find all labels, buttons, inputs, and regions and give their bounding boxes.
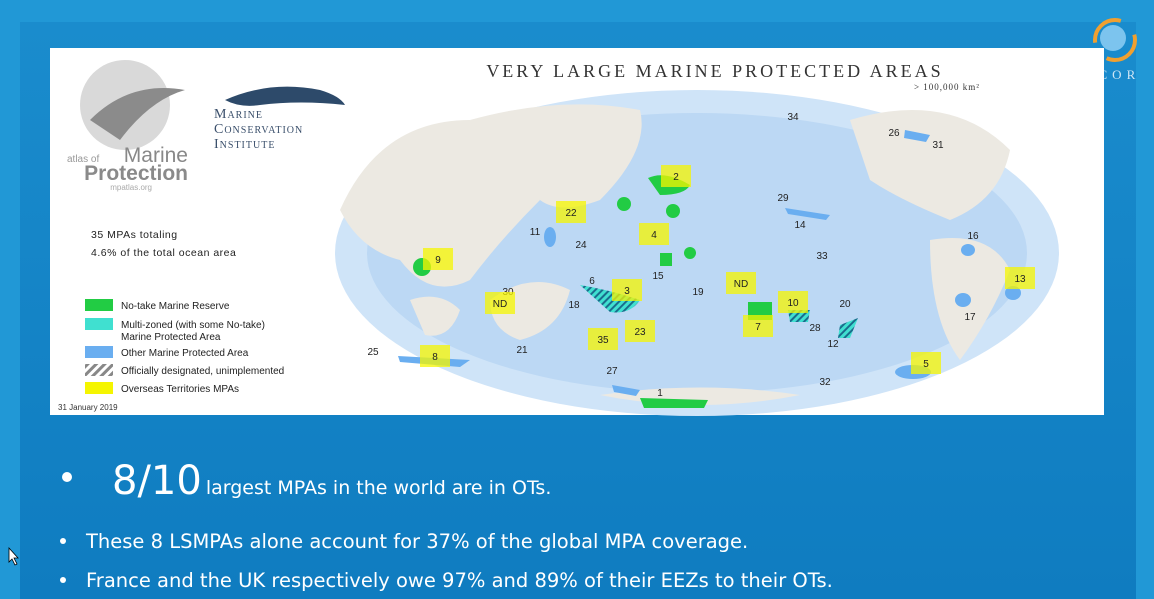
map-date: 31 January 2019 <box>58 403 118 412</box>
institute-line: Marine <box>214 107 263 122</box>
map-label: 3 <box>624 286 630 297</box>
atlas-url: mpatlas.org <box>110 183 152 192</box>
ot-highlight <box>639 223 669 245</box>
summary: 4.6% of the total ocean area <box>91 247 236 259</box>
bullet-dot <box>60 538 66 544</box>
main-big: 8/10 <box>112 458 202 504</box>
map <box>335 90 1059 416</box>
map-label: 33 <box>816 251 828 262</box>
legend: No-take Marine Reserve Multi-zoned (with … <box>85 299 284 395</box>
map-label: 23 <box>634 327 646 338</box>
institute-logo: Marine Conservation Institute <box>214 86 345 152</box>
map-label: 7 <box>755 322 761 333</box>
ot-highlight <box>485 292 515 314</box>
map-label: 12 <box>827 339 839 350</box>
map-label: 20 <box>839 299 851 310</box>
legend-label: Overseas Territories MPAs <box>121 384 239 395</box>
legend-swatch <box>85 364 113 376</box>
map-label: 28 <box>809 323 821 334</box>
main-bullet: 8/10 largest MPAs in the world are in OTs… <box>112 458 551 504</box>
bullet: These 8 LSMPAs alone account for 37% of … <box>85 530 748 553</box>
ot-highlight <box>625 320 655 342</box>
map-label: 14 <box>794 220 806 231</box>
map-label: 17 <box>964 312 976 323</box>
map-label: 18 <box>568 300 580 311</box>
map-label: 6 <box>589 276 595 287</box>
map-label: 1 <box>657 388 663 399</box>
map-label: ND <box>493 299 507 310</box>
atlas-logo: atlas of Marine Protection mpatlas.org <box>67 60 188 192</box>
map-label: 4 <box>651 230 657 241</box>
map-label: 19 <box>692 287 704 298</box>
legend-label: No-take Marine Reserve <box>121 301 230 312</box>
map-label: 35 <box>597 335 609 346</box>
legend-swatch <box>85 382 113 394</box>
map-label: 26 <box>888 128 900 139</box>
legend-swatch <box>85 299 113 311</box>
institute-line: Institute <box>214 137 275 152</box>
map-label: 27 <box>606 366 618 377</box>
map-label: 13 <box>1014 274 1026 285</box>
bullet: France and the UK respectively owe 97% a… <box>86 569 833 592</box>
ot-highlight <box>911 352 941 374</box>
legend-label: Officially designated, unimplemented <box>121 366 284 377</box>
map-label: 9 <box>435 255 441 266</box>
atlas-prefix: atlas of <box>67 154 99 165</box>
cursor <box>8 546 19 566</box>
map-label: 31 <box>932 140 944 151</box>
map-label: 2 <box>673 172 679 183</box>
map-label: 24 <box>575 240 587 251</box>
legend-label: Multi-zoned (with some No-take) <box>121 320 265 331</box>
atlas-line2: Protection <box>84 162 188 185</box>
legend-label: Other Marine Protected Area <box>121 348 249 359</box>
map-subtitle: > 100,000 km² <box>914 82 980 92</box>
map-label: ND <box>734 279 748 290</box>
map-label: 10 <box>787 298 799 309</box>
map-label: 21 <box>516 345 528 356</box>
map-label: 15 <box>652 271 664 282</box>
atlas-line1: Marine <box>124 144 188 167</box>
institute-line: Conservation <box>214 122 303 137</box>
map-label: 32 <box>819 377 831 388</box>
ot-highlight <box>743 315 773 337</box>
ot-highlight <box>423 248 453 270</box>
legend-swatch <box>85 346 113 358</box>
map-label: 25 <box>367 347 379 358</box>
ot-highlight <box>726 272 756 294</box>
legend-swatch <box>85 318 113 330</box>
ot-highlight <box>661 165 691 187</box>
ot-highlight <box>612 279 642 301</box>
ot-highlight <box>556 201 586 223</box>
map-label: 5 <box>923 359 929 370</box>
ot-highlight <box>1005 267 1035 289</box>
bullet-dot <box>62 472 72 482</box>
map-label: 34 <box>787 112 799 123</box>
ot-highlight <box>588 328 618 350</box>
map-labels: 3426312222914112441633915136ND330ND19181… <box>367 112 1035 399</box>
ot-highlight <box>778 291 808 313</box>
bullet-dot <box>60 577 66 583</box>
map-label: 22 <box>565 208 577 219</box>
map-title: VERY LARGE MARINE PROTECTED AREAS <box>486 61 943 81</box>
ot-highlight <box>420 345 450 367</box>
map-label: 29 <box>777 193 789 204</box>
main-rest: largest MPAs in the world are in OTs. <box>206 477 552 499</box>
summary: 35 MPAs totaling <box>91 229 178 241</box>
map-label: 11 <box>530 227 541 238</box>
map-label: 16 <box>967 231 979 242</box>
map-label: 8 <box>432 352 438 363</box>
legend-label: Marine Protected Area <box>121 332 221 343</box>
